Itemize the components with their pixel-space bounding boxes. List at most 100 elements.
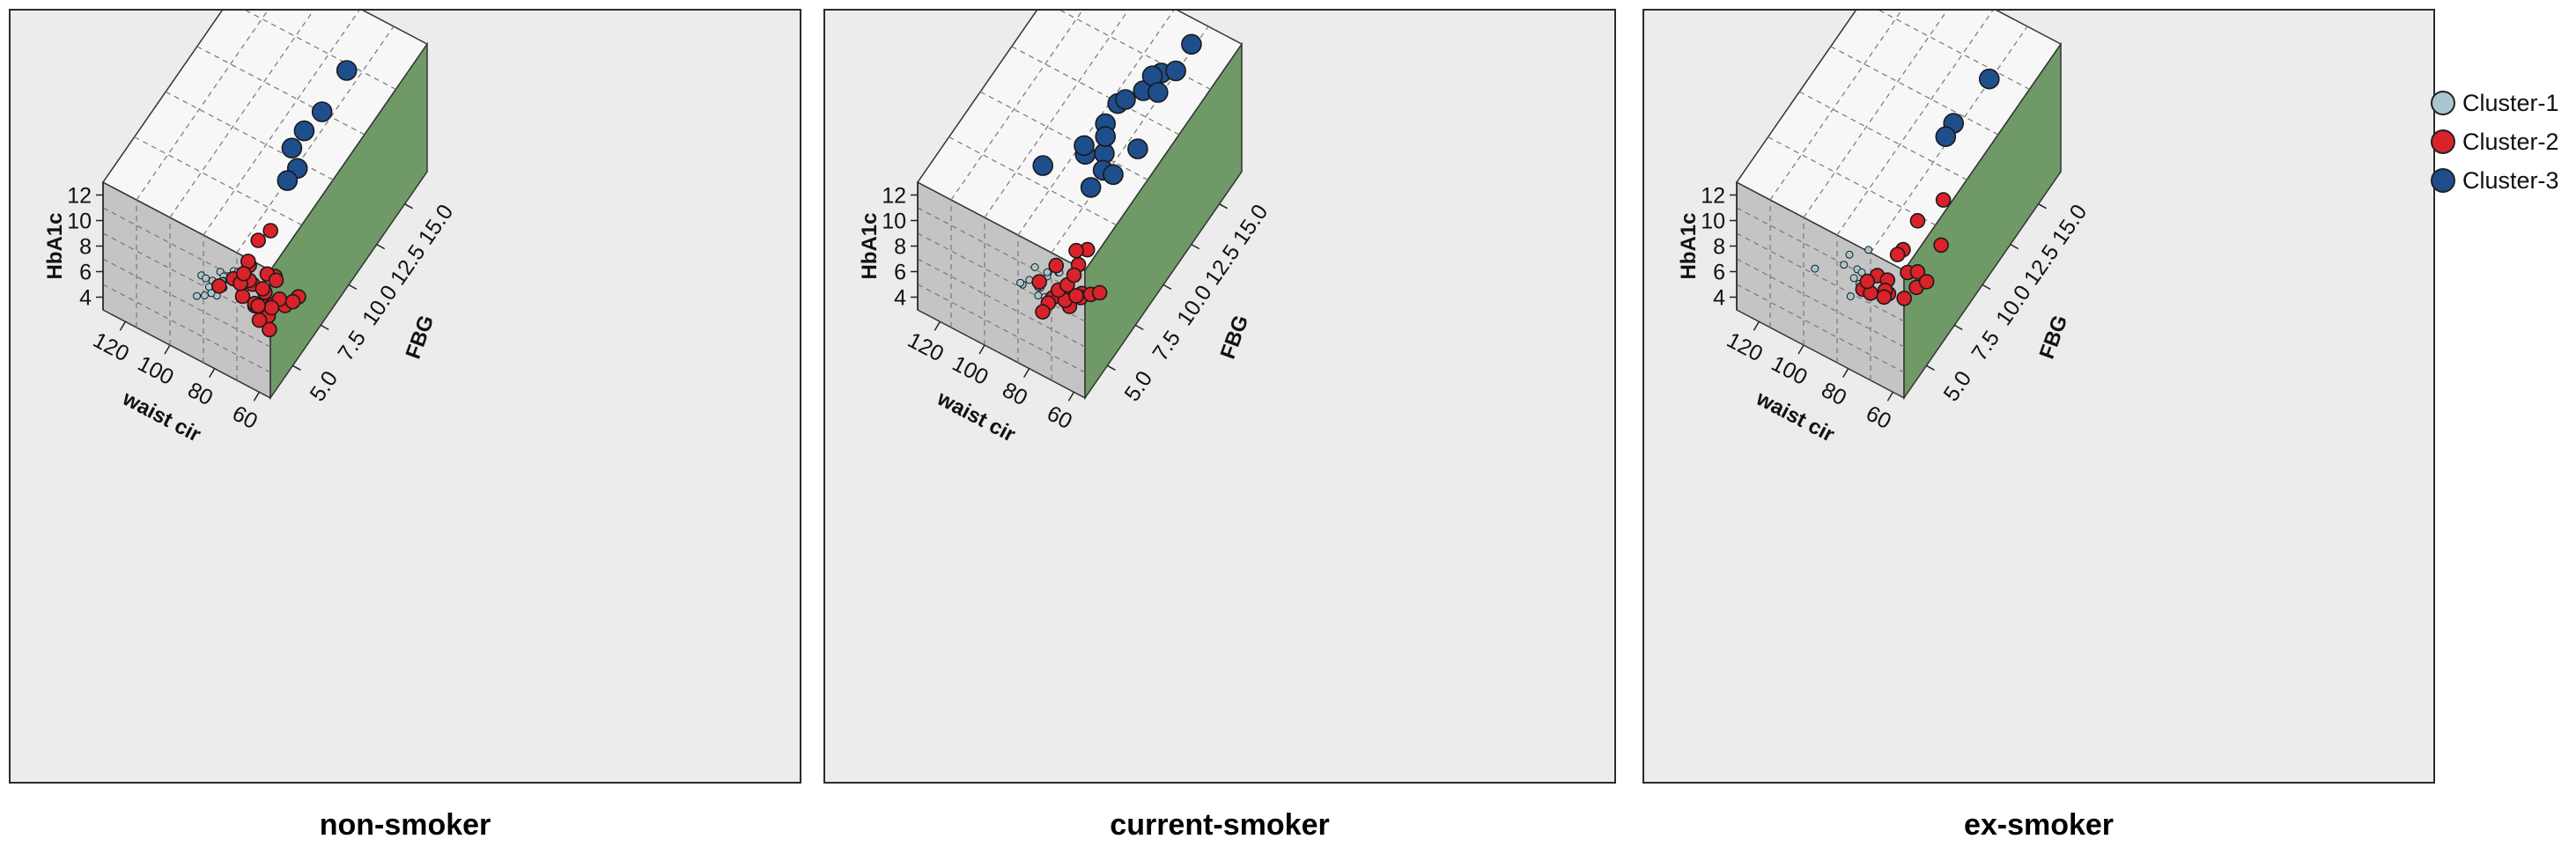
cluster-3-point: [1935, 126, 1957, 147]
waist-tick-label: 80: [184, 378, 218, 411]
cluster-2-point: [250, 298, 267, 314]
grid-line: [1803, 11, 1948, 218]
fbg-tick: [376, 243, 386, 250]
legend-item-cluster-1: Cluster-1: [2431, 84, 2559, 122]
grid-line: [196, 46, 365, 136]
cluster-3-point: [1103, 164, 1124, 186]
waist-tick: [1842, 368, 1849, 379]
fbg-tick-label: 7.5: [333, 327, 371, 366]
data-points: [193, 60, 358, 338]
grid-line: [169, 11, 314, 218]
fbg-tick: [1134, 324, 1144, 331]
fbg-tick-label: 5.0: [1938, 366, 1976, 406]
grid-line: [203, 11, 360, 236]
hba1c-tick-label: 4: [79, 286, 92, 311]
grid-line: [917, 258, 1086, 348]
cluster-2-swatch: [2431, 129, 2455, 154]
waist-tick: [209, 368, 216, 379]
grid-line: [1798, 91, 1967, 180]
legend-label-cluster-1: Cluster-1: [2462, 89, 2559, 116]
hba1c-axis-label: HbA1c: [43, 212, 67, 279]
grid-line: [917, 232, 1086, 322]
grid-line: [102, 232, 271, 322]
cluster-2-point: [1091, 284, 1108, 301]
fbg-axis-label: FBG: [2035, 313, 2073, 363]
grid-line: [984, 11, 1129, 218]
grid-line: [979, 91, 1148, 180]
legend: Cluster-1 Cluster-2 Cluster-3: [2431, 84, 2559, 200]
cluster-2-point: [1068, 242, 1084, 259]
waist-tick-label: 80: [1818, 378, 1851, 411]
grid-line: [236, 26, 395, 254]
waist-tick-label: 80: [999, 378, 1032, 411]
cluster-2-point: [1035, 304, 1051, 320]
grid-line: [1736, 232, 1905, 322]
cluster-2-point: [263, 299, 280, 316]
grid-line: [1768, 136, 1936, 226]
fbg-tick: [1191, 243, 1200, 250]
fbg-tick: [348, 283, 358, 291]
cluster-2-point: [1896, 291, 1913, 306]
data-points: [1811, 68, 2000, 306]
grid-line: [950, 11, 1083, 201]
waist-tick: [1886, 391, 1893, 401]
grid-line: [917, 207, 1086, 297]
waist-tick-label: 100: [948, 351, 993, 390]
grid-line: [948, 136, 1117, 226]
hba1c-tick-label: 8: [1713, 235, 1725, 260]
cluster-3-point: [1147, 82, 1169, 103]
fbg-tick-label: 5.0: [305, 366, 343, 406]
cluster-1-point: [1857, 268, 1866, 276]
cluster-2-point: [1909, 263, 1926, 280]
fbg-tick-label: 7.5: [1148, 327, 1185, 366]
legend-item-cluster-3: Cluster-3: [2431, 161, 2559, 200]
hba1c-tick-label: 4: [894, 286, 906, 311]
fbg-tick: [1953, 324, 1963, 331]
cluster-1-point: [202, 274, 210, 283]
fbg-tick-label: 10.0: [1172, 281, 1217, 330]
cluster-2-point: [255, 281, 271, 297]
cluster-2-point: [1066, 267, 1082, 283]
cluster-1-point: [1864, 246, 1873, 254]
cluster-1-point: [1849, 274, 1858, 283]
grid-line: [245, 11, 396, 90]
data-points: [1016, 33, 1202, 320]
hba1c-tick-label: 4: [1713, 286, 1725, 311]
cluster-3-point: [1165, 60, 1186, 82]
waist-tick-label: 100: [1768, 351, 1812, 390]
cluster-2-point: [1889, 247, 1906, 262]
fbg-tick-label: 7.5: [1967, 327, 2004, 366]
fbg-tick-label: 12.5: [386, 240, 431, 290]
hba1c-tick-label: 8: [894, 235, 906, 260]
cluster-2-point: [251, 312, 268, 328]
fbg-tick: [1982, 283, 1991, 291]
cluster-1-point: [1840, 261, 1849, 269]
hba1c-tick-label: 10: [67, 210, 92, 234]
hba1c-tick-label: 6: [79, 261, 92, 285]
cluster-3-point: [1127, 138, 1148, 159]
cluster-2-point: [211, 278, 227, 294]
waist-tick-label: 120: [904, 328, 948, 366]
fbg-tick-label: 10.0: [1991, 281, 2036, 330]
fbg-tick: [1163, 283, 1172, 291]
hba1c-tick-label: 12: [1701, 184, 1725, 209]
hba1c-tick-label: 6: [894, 261, 906, 285]
grid-line: [102, 283, 271, 373]
waist-tick: [253, 391, 260, 401]
fbg-tick: [2038, 203, 2047, 210]
cluster-2-point: [1876, 289, 1893, 306]
hba1c-axis-label: HbA1c: [858, 212, 882, 279]
hba1c-tick-label: 12: [67, 184, 92, 209]
grid-line: [1878, 11, 2030, 90]
cluster-3-point: [1032, 155, 1053, 176]
cluster-3-point: [293, 120, 315, 142]
cluster-2-point: [1068, 288, 1084, 304]
cluster-2-point: [1909, 213, 1926, 229]
grid-line: [1830, 46, 1999, 136]
cluster-3-point: [311, 101, 333, 122]
cluster-2-point: [250, 232, 267, 248]
